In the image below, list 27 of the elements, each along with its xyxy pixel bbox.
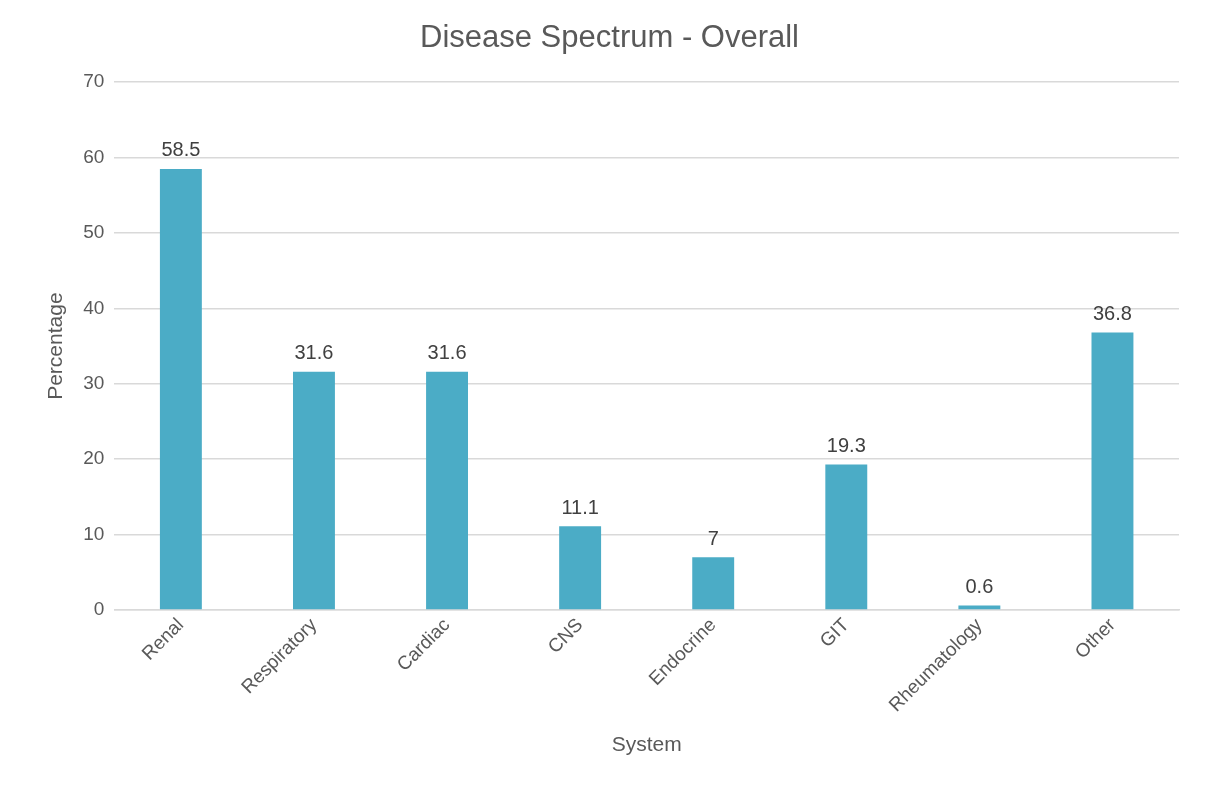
y-tick-label: 70 [83, 70, 105, 92]
bar [1091, 332, 1134, 610]
x-tick-label: GIT [815, 613, 854, 652]
data-label: 31.6 [294, 341, 334, 364]
bar [426, 371, 468, 610]
y-axis-title: Percentage [43, 292, 67, 400]
y-tick-label: 20 [83, 447, 105, 469]
y-tick-label: 40 [83, 296, 105, 318]
chart-title: Disease Spectrum - Overall [419, 19, 800, 55]
y-tick-label: 0 [93, 598, 105, 620]
y-tick-label: 50 [83, 221, 105, 243]
data-label: 58.5 [161, 138, 201, 161]
x-axis-title: System [611, 732, 682, 756]
data-label: 31.6 [427, 341, 467, 364]
bar [825, 464, 868, 610]
bar [692, 557, 735, 610]
y-tick-label: 30 [83, 372, 105, 394]
y-tick-label: 10 [83, 522, 105, 544]
data-label: 7 [707, 526, 719, 549]
data-label: 11.1 [561, 495, 599, 518]
bar [293, 371, 335, 610]
data-label: 0.6 [965, 575, 994, 598]
bar [559, 526, 602, 610]
y-tick-label: 60 [83, 145, 105, 167]
data-label: 36.8 [1092, 302, 1132, 325]
bar [159, 168, 202, 610]
data-label: 19.3 [826, 434, 866, 457]
